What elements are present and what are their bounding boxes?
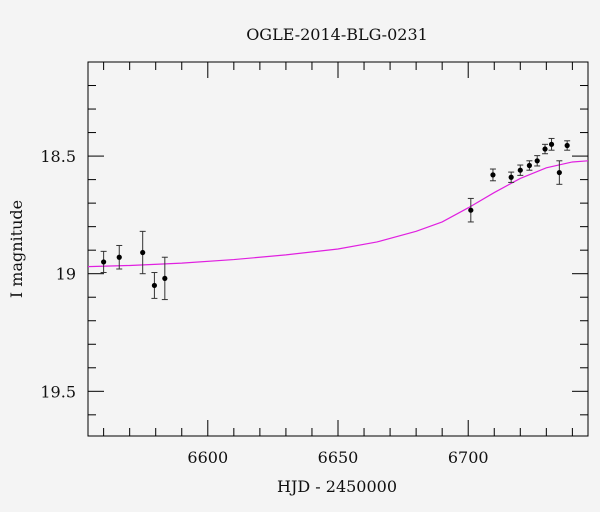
- x-tick-label: 6650: [318, 448, 359, 467]
- axis-ticks: [88, 61, 588, 436]
- data-point: [116, 254, 122, 260]
- data-point: [101, 259, 107, 265]
- data-point: [534, 158, 540, 164]
- data-point: [542, 146, 548, 152]
- chart-title: OGLE-2014-BLG-0231: [246, 25, 428, 44]
- data-point: [556, 169, 562, 176]
- x-tick-label: 6600: [187, 448, 228, 467]
- y-tick-label: 19: [56, 265, 76, 284]
- data-point: [468, 207, 474, 213]
- model-curve: [87, 160, 589, 268]
- data-point: [140, 249, 146, 256]
- data-point: [564, 142, 570, 149]
- data-point: [508, 174, 514, 180]
- axis-tick-labels: 6600 6650 6700 18.5 19 19.5: [40, 147, 488, 467]
- x-axis-label: HJD - 2450000: [277, 477, 397, 496]
- data-point: [151, 282, 158, 289]
- data-point: [162, 275, 168, 282]
- data-point: [548, 141, 555, 147]
- x-tick-label: 6700: [448, 448, 489, 467]
- data-points: [100, 137, 571, 301]
- data-point: [526, 162, 533, 169]
- data-point: [490, 172, 496, 178]
- y-tick-label: 18.5: [40, 147, 76, 166]
- y-tick-label: 19.5: [40, 382, 76, 401]
- y-axis-label: I magnitude: [7, 200, 26, 298]
- data-point: [517, 167, 523, 173]
